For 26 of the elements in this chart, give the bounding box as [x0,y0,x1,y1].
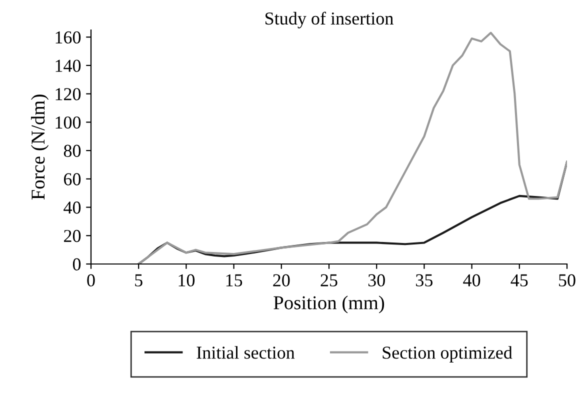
y-tick-label: 60 [64,173,81,186]
x-tick-label: 40 [463,274,480,286]
y-tick-label: 20 [64,230,81,242]
x-tick-label: 10 [178,274,195,286]
x-tick-label: 30 [368,274,385,286]
y-tick-label: 120 [56,88,81,100]
y-tick-label: 0 [72,258,81,270]
y-tick-label: 160 [56,31,81,44]
chart-title: Study of insertion [266,12,394,28]
x-tick-label: 0 [87,274,95,286]
y-tick-label: 40 [64,202,81,214]
y-tick-label: 140 [56,60,81,72]
x-tick-label: 20 [273,274,290,286]
legend-label: Section optimized [382,346,512,362]
legend-label: Initial section [196,346,295,359]
line-series [138,32,567,264]
x-tick-label: 15 [226,274,242,286]
y-tick-label: 80 [64,144,81,157]
x-tick-label: 5 [135,274,142,286]
x-tick-label: 35 [416,274,433,286]
x-axis-title: Position (mm) [274,296,384,314]
y-axis-title: Force (N/dm) [31,94,49,200]
y-tick-label: 100 [56,116,81,129]
x-tick-label: 25 [320,274,338,286]
x-tick-label: 45 [510,274,528,286]
x-tick-label: 50 [559,274,576,286]
